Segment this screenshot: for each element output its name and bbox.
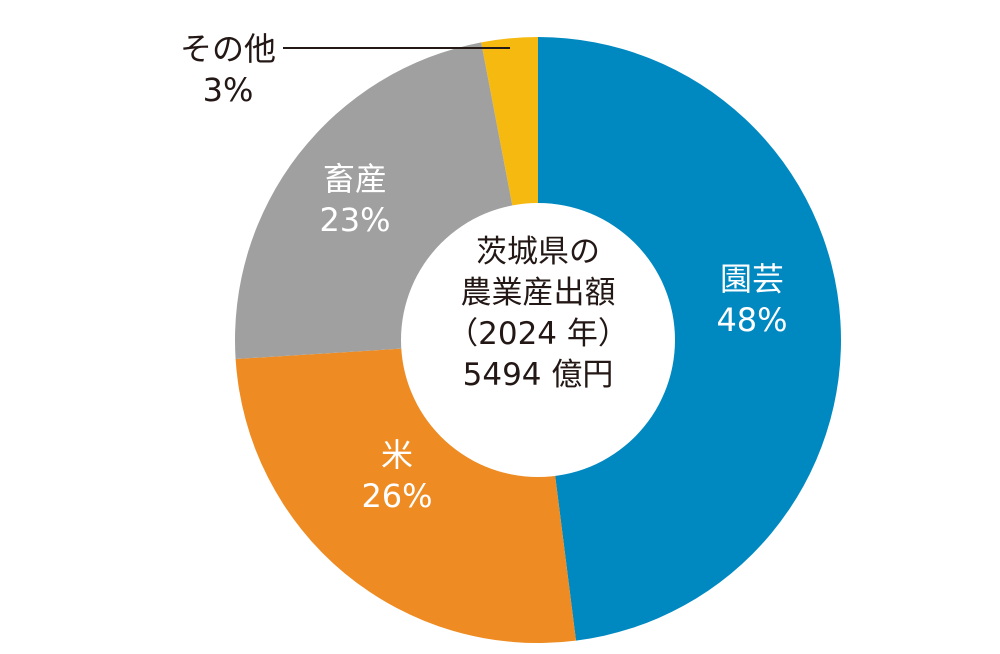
- slice-value-kome: 26%: [361, 477, 432, 515]
- slice-label-engei: 園芸: [720, 260, 784, 298]
- slice-label-sonota: その他: [180, 30, 276, 68]
- pie-slice-engei: [538, 37, 841, 641]
- slice-label-chikusan: 畜産: [323, 160, 387, 198]
- slice-label-kome: 米: [381, 436, 413, 474]
- center-text-line-1: 茨城県の: [476, 234, 600, 270]
- center-text-line-4: 5494 億円: [463, 357, 614, 393]
- center-text: 茨城県の 農業産出額 （2024 年） 5494 億円: [447, 234, 629, 393]
- slice-value-chikusan: 23%: [319, 201, 390, 239]
- slice-value-engei: 48%: [716, 301, 787, 339]
- donut-hole: [401, 203, 675, 477]
- slice-labels: 園芸 48% 米 26% 畜産 23% その他 3%: [180, 30, 788, 515]
- center-text-line-2: 農業産出額: [461, 275, 616, 311]
- center-text-line-3: （2024 年）: [447, 316, 629, 352]
- slice-value-sonota: 3%: [203, 71, 254, 109]
